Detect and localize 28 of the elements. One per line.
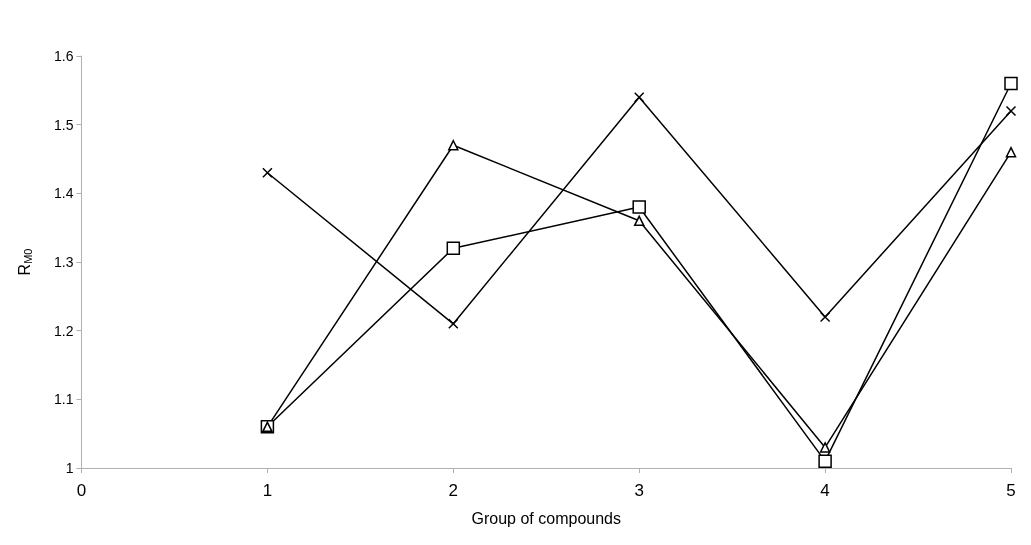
point xyxy=(1004,76,1018,91)
point xyxy=(819,442,831,453)
y-tick-label: 1.4 xyxy=(54,185,74,202)
y-tick-label: 1.6 xyxy=(54,48,74,64)
y-tick-label: 1.3 xyxy=(54,254,74,270)
point xyxy=(818,454,832,468)
point xyxy=(262,167,273,178)
point xyxy=(633,215,645,227)
x-tick-label: 4 xyxy=(820,481,830,500)
x-tick-label: 2 xyxy=(448,481,459,500)
x-axis-title: Group of compounds xyxy=(471,509,621,527)
x-tick-label: 0 xyxy=(76,481,87,500)
x-tick-label: 5 xyxy=(1006,481,1016,500)
point xyxy=(1005,105,1017,117)
point xyxy=(448,140,459,151)
y-axis-title: RM0 xyxy=(15,248,34,276)
point xyxy=(446,241,461,256)
point xyxy=(1005,146,1017,158)
x-tick-label: 1 xyxy=(262,481,273,500)
point xyxy=(633,91,645,103)
x-tick-label: 3 xyxy=(634,481,644,500)
point xyxy=(632,200,646,214)
y-tick-label: 1.5 xyxy=(54,116,74,133)
y-tick-label: 1 xyxy=(65,460,74,476)
point xyxy=(448,318,459,330)
y-tick-label: 1.1 xyxy=(54,391,74,408)
y-tick-label: 1.2 xyxy=(54,322,74,339)
point xyxy=(819,311,831,323)
